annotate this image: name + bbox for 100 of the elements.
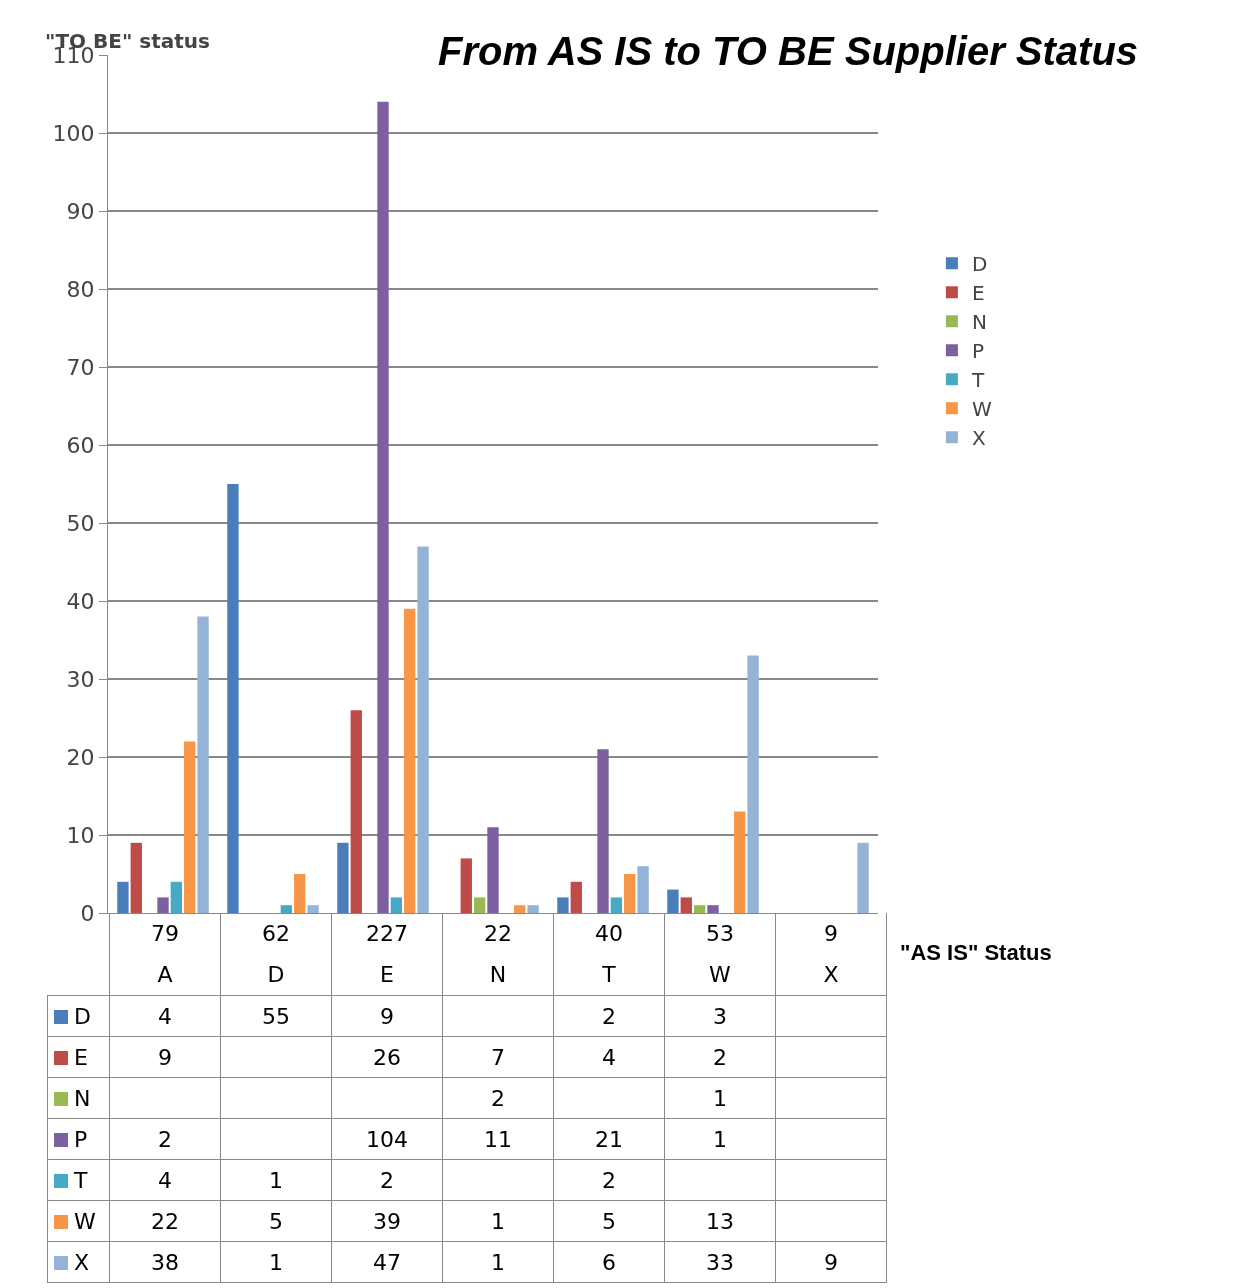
total-label: 227: [331, 913, 443, 954]
y-tick-label: 20: [66, 744, 95, 770]
total-label: 22: [442, 913, 554, 954]
data-label: 1: [442, 1241, 554, 1283]
legend-label: N: [47, 1077, 110, 1119]
y-tick-label: 10: [66, 822, 95, 848]
bar: [637, 866, 649, 913]
data-label: 104: [331, 1118, 443, 1160]
data-label: 4: [109, 1159, 221, 1201]
y-tick-label: 100: [52, 120, 95, 146]
data-label: 22: [109, 1200, 221, 1242]
legend-label: W: [971, 397, 992, 422]
data-label: 2: [331, 1159, 443, 1201]
text: D: [971, 252, 988, 277]
data-label: 9: [331, 995, 443, 1037]
bar: [377, 101, 389, 913]
data-label: 2: [442, 1077, 554, 1119]
total-label: 79: [109, 913, 221, 954]
data-label: 39: [331, 1200, 443, 1242]
data-label: 38: [109, 1241, 221, 1283]
bar: [460, 858, 472, 913]
bar: [707, 905, 719, 913]
bar: [227, 484, 239, 913]
y-tick-label: 80: [66, 276, 95, 302]
bar: [117, 881, 129, 913]
y-tick-label: 60: [66, 432, 95, 458]
y-tick-label: 50: [66, 510, 95, 536]
data-label: 47: [331, 1241, 443, 1283]
text: X: [74, 1249, 90, 1275]
data-label: 5: [553, 1200, 665, 1242]
x-axis-title: "AS IS" Status: [900, 940, 1052, 966]
data-label: 9: [775, 1241, 887, 1283]
bar: [184, 741, 196, 913]
x-tick-label: W: [664, 954, 776, 996]
bar: [514, 905, 526, 913]
x-tick-label: T: [553, 954, 665, 996]
data-label: 55: [220, 995, 332, 1037]
data-label: 3: [664, 995, 776, 1037]
data-label: 1: [664, 1077, 776, 1119]
data-label: 33: [664, 1241, 776, 1283]
data-label: 1: [220, 1159, 332, 1201]
total-label: 40: [553, 913, 665, 954]
bar: [693, 905, 706, 913]
text: P: [971, 339, 984, 364]
total-label: 9: [775, 913, 887, 954]
data-label: 1: [220, 1241, 332, 1283]
bar: [157, 897, 169, 913]
data-label: 4: [109, 995, 221, 1037]
data-label: 26: [331, 1036, 443, 1078]
text: W: [74, 1208, 96, 1234]
text: E: [971, 281, 985, 306]
bar: [857, 842, 869, 913]
data-label: 1: [442, 1200, 554, 1242]
bar: [747, 655, 759, 913]
data-label: 2: [553, 995, 665, 1037]
data-label: 2: [553, 1159, 665, 1201]
y-tick-label: 0: [80, 900, 95, 926]
bar: [487, 827, 499, 913]
bar: [527, 905, 539, 913]
bar: [280, 905, 293, 913]
data-label: 21: [553, 1118, 665, 1160]
legend-label: T: [47, 1159, 110, 1201]
text: T: [971, 368, 985, 393]
legend-label: X: [971, 426, 986, 451]
x-tick-label: E: [331, 954, 443, 996]
bar: [294, 874, 306, 913]
data-label: 11: [442, 1118, 554, 1160]
data-label: 4: [553, 1036, 665, 1078]
data-label: 2: [109, 1118, 221, 1160]
bar: [350, 710, 362, 913]
x-tick-label: D: [220, 954, 332, 996]
bar: [473, 897, 486, 913]
bar: [390, 897, 403, 913]
y-tick-label: 70: [66, 354, 95, 380]
bar: [557, 897, 569, 913]
legend-label: E: [47, 1036, 110, 1078]
total-label: 53: [664, 913, 776, 954]
bar: [337, 842, 349, 913]
y-tick-label: 40: [66, 588, 95, 614]
chart-title: From AS IS to TO BE Supplier Status: [438, 29, 1139, 73]
data-label: 9: [109, 1036, 221, 1078]
data-label: 2: [664, 1036, 776, 1078]
bar: [307, 905, 319, 913]
bar: [597, 749, 609, 913]
x-tick-label: N: [442, 954, 554, 996]
y-tick-label: 90: [66, 198, 95, 224]
bar: [170, 881, 183, 913]
x-tick-label: X: [775, 954, 887, 996]
y-tick-label: 30: [66, 666, 95, 692]
bar: [734, 811, 746, 913]
total-label: 62: [220, 913, 332, 954]
bar: [624, 874, 636, 913]
bar: [667, 889, 679, 913]
x-tick-label: A: [109, 954, 221, 996]
data-label: 5: [220, 1200, 332, 1242]
data-label: 7: [442, 1036, 554, 1078]
data-label: 13: [664, 1200, 776, 1242]
bar: [197, 616, 209, 913]
bar: [610, 897, 623, 913]
legend-label: D: [47, 995, 110, 1037]
